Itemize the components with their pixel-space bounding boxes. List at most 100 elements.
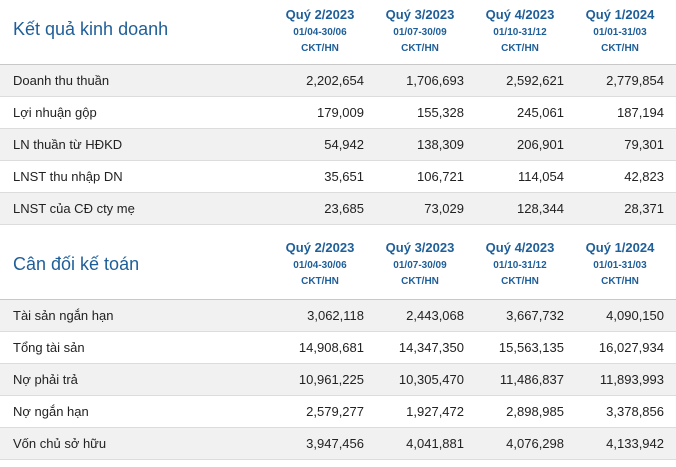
row-label: Nợ ngắn hạn (13, 404, 89, 419)
period-header-2[interactable]: Quý 3/2023 01/07-30/09 CKT/HN (370, 7, 470, 55)
row-value: 2,579,277 (306, 404, 364, 419)
table-row: LN thuần từ HĐKD 54,942 138,309 206,901 … (0, 129, 676, 161)
row-value: 1,927,472 (406, 404, 464, 419)
period-unit: CKT/HN (501, 276, 539, 287)
row-value: 4,133,942 (606, 436, 664, 451)
row-label: LNST của CĐ cty mẹ (13, 201, 135, 216)
row-value: 245,061 (517, 105, 564, 120)
period-unit: CKT/HN (601, 43, 639, 54)
row-value: 4,076,298 (506, 436, 564, 451)
period-range: 01/10-31/12 (493, 260, 547, 271)
row-label: Nợ phải trả (13, 372, 78, 387)
period-unit: CKT/HN (301, 276, 339, 287)
row-value: 10,305,470 (398, 372, 464, 387)
row-value: 14,347,350 (398, 340, 464, 355)
row-value: 206,901 (517, 137, 564, 152)
row-value: 2,898,985 (506, 404, 564, 419)
row-value: 2,779,854 (606, 73, 664, 88)
period-range: 01/07-30/09 (393, 27, 447, 38)
period-unit: CKT/HN (501, 43, 539, 54)
period-range: 01/01-31/03 (593, 27, 647, 38)
period-range: 01/10-31/12 (493, 27, 547, 38)
row-value: 11,893,993 (599, 372, 664, 387)
row-value: 4,041,881 (406, 436, 464, 451)
row-value: 3,667,732 (506, 308, 564, 323)
period-header-1[interactable]: Quý 2/2023 01/04-30/06 CKT/HN (270, 7, 370, 55)
row-value: 187,194 (617, 105, 664, 120)
row-value: 15,563,135 (498, 340, 564, 355)
period-header-2[interactable]: Quý 3/2023 01/07-30/09 CKT/HN (370, 240, 470, 288)
row-value: 14,908,681 (298, 340, 364, 355)
row-value: 10,961,225 (298, 372, 364, 387)
period-range: 01/04-30/06 (293, 27, 347, 38)
table-row: LNST thu nhập DN 35,651 106,721 114,054 … (0, 161, 676, 193)
row-value: 114,054 (517, 169, 564, 184)
period-range: 01/01-31/03 (593, 260, 647, 271)
row-value: 179,009 (317, 105, 364, 120)
row-value: 3,947,456 (306, 436, 364, 451)
row-label: Vốn chủ sở hữu (13, 436, 107, 451)
row-value: 54,942 (324, 137, 364, 152)
table-row: Nợ ngắn hạn 2,579,277 1,927,472 2,898,98… (0, 396, 676, 428)
period-range: 01/07-30/09 (393, 260, 447, 271)
balance-section: Cân đối kế toán Quý 2/2023 01/04-30/06 C… (0, 225, 676, 460)
row-label: LNST thu nhập DN (13, 169, 123, 184)
balance-header: Cân đối kế toán Quý 2/2023 01/04-30/06 C… (0, 225, 676, 299)
row-value: 11,486,837 (499, 372, 564, 387)
income-title: Kết quả kinh doanh (13, 19, 169, 39)
period-header-3[interactable]: Quý 4/2023 01/10-31/12 CKT/HN (470, 7, 570, 55)
table-row: Doanh thu thuần 2,202,654 1,706,693 2,59… (0, 65, 676, 97)
period-range: 01/04-30/06 (293, 260, 347, 271)
period-quarter: Quý 4/2023 (485, 7, 555, 22)
row-value: 1,706,693 (406, 73, 464, 88)
period-header-1[interactable]: Quý 2/2023 01/04-30/06 CKT/HN (270, 240, 370, 288)
period-unit: CKT/HN (401, 276, 439, 287)
row-value: 3,378,856 (606, 404, 664, 419)
income-table: Doanh thu thuần 2,202,654 1,706,693 2,59… (0, 64, 676, 225)
period-unit: CKT/HN (601, 276, 639, 287)
row-value: 4,090,150 (606, 308, 664, 323)
period-quarter: Quý 1/2024 (585, 7, 655, 22)
row-label: Lợi nhuận gộp (13, 105, 97, 120)
table-row: Vốn chủ sở hữu 3,947,456 4,041,881 4,076… (0, 428, 676, 460)
table-row: Nợ phải trả 10,961,225 10,305,470 11,486… (0, 364, 676, 396)
table-row: Tổng tài sản 14,908,681 14,347,350 15,56… (0, 332, 676, 364)
row-value: 138,309 (417, 137, 464, 152)
period-unit: CKT/HN (401, 43, 439, 54)
row-value: 106,721 (417, 169, 464, 184)
row-value: 3,062,118 (307, 308, 364, 323)
period-header-4[interactable]: Quý 1/2024 01/01-31/03 CKT/HN (570, 7, 670, 55)
row-value: 73,029 (424, 201, 464, 216)
table-row: Lợi nhuận gộp 179,009 155,328 245,061 18… (0, 97, 676, 129)
balance-title: Cân đối kế toán (13, 254, 140, 274)
period-quarter: Quý 1/2024 (585, 240, 655, 255)
period-header-4[interactable]: Quý 1/2024 01/01-31/03 CKT/HN (570, 240, 670, 288)
row-value: 2,443,068 (406, 308, 464, 323)
balance-table: Tài sản ngắn hạn 3,062,118 2,443,068 3,6… (0, 299, 676, 460)
row-value: 155,328 (417, 105, 464, 120)
period-quarter: Quý 2/2023 (285, 240, 355, 255)
period-quarter: Quý 3/2023 (385, 240, 455, 255)
row-value: 35,651 (324, 169, 364, 184)
row-value: 2,592,621 (506, 73, 564, 88)
table-row: Tài sản ngắn hạn 3,062,118 2,443,068 3,6… (0, 300, 676, 332)
period-unit: CKT/HN (301, 43, 339, 54)
row-value: 28,371 (624, 201, 664, 216)
period-quarter: Quý 3/2023 (385, 7, 455, 22)
income-header: Kết quả kinh doanh Quý 2/2023 01/04-30/0… (0, 0, 676, 64)
table-row: LNST của CĐ cty mẹ 23,685 73,029 128,344… (0, 193, 676, 225)
period-quarter: Quý 4/2023 (485, 240, 555, 255)
row-value: 128,344 (517, 201, 564, 216)
row-label: Doanh thu thuần (13, 73, 110, 88)
row-value: 2,202,654 (306, 73, 364, 88)
row-value: 42,823 (624, 169, 664, 184)
income-section: Kết quả kinh doanh Quý 2/2023 01/04-30/0… (0, 0, 676, 225)
period-quarter: Quý 2/2023 (285, 7, 355, 22)
row-label: Tổng tài sản (13, 340, 85, 355)
row-value: 79,301 (624, 137, 664, 152)
period-header-3[interactable]: Quý 4/2023 01/10-31/12 CKT/HN (470, 240, 570, 288)
row-label: Tài sản ngắn hạn (13, 308, 114, 323)
row-value: 16,027,934 (598, 340, 664, 355)
row-value: 23,685 (324, 201, 364, 216)
row-label: LN thuần từ HĐKD (13, 137, 123, 152)
